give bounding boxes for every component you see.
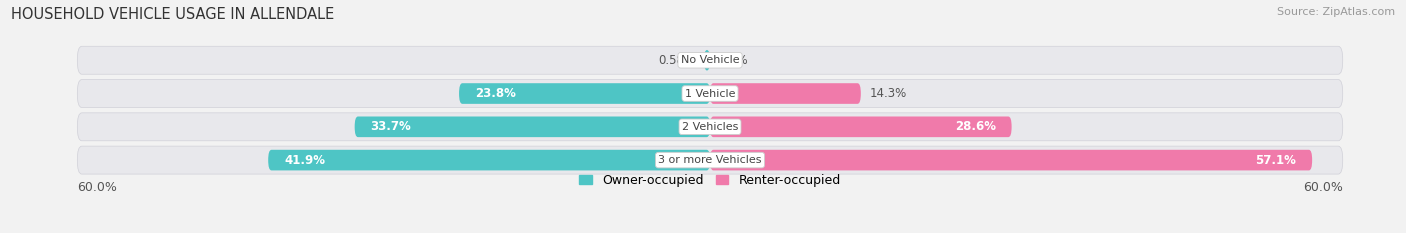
Text: 3 or more Vehicles: 3 or more Vehicles	[658, 155, 762, 165]
Text: 23.8%: 23.8%	[475, 87, 516, 100]
Text: 60.0%: 60.0%	[77, 181, 117, 194]
Text: 1 Vehicle: 1 Vehicle	[685, 89, 735, 99]
FancyBboxPatch shape	[710, 150, 1312, 170]
Text: 2 Vehicles: 2 Vehicles	[682, 122, 738, 132]
FancyBboxPatch shape	[704, 50, 710, 71]
FancyBboxPatch shape	[710, 116, 1012, 137]
Text: No Vehicle: No Vehicle	[681, 55, 740, 65]
FancyBboxPatch shape	[77, 113, 1343, 141]
Text: Source: ZipAtlas.com: Source: ZipAtlas.com	[1277, 7, 1395, 17]
FancyBboxPatch shape	[710, 83, 860, 104]
Text: 57.1%: 57.1%	[1256, 154, 1296, 167]
Legend: Owner-occupied, Renter-occupied: Owner-occupied, Renter-occupied	[579, 174, 841, 187]
Text: 14.3%: 14.3%	[869, 87, 907, 100]
FancyBboxPatch shape	[77, 46, 1343, 74]
Text: 0.58%: 0.58%	[658, 54, 696, 67]
FancyBboxPatch shape	[77, 146, 1343, 174]
FancyBboxPatch shape	[269, 150, 710, 170]
FancyBboxPatch shape	[77, 79, 1343, 107]
FancyBboxPatch shape	[460, 83, 710, 104]
Text: 60.0%: 60.0%	[1303, 181, 1343, 194]
Text: 33.7%: 33.7%	[371, 120, 411, 133]
FancyBboxPatch shape	[354, 116, 710, 137]
Text: 41.9%: 41.9%	[284, 154, 325, 167]
Text: 0.0%: 0.0%	[718, 54, 748, 67]
Text: HOUSEHOLD VEHICLE USAGE IN ALLENDALE: HOUSEHOLD VEHICLE USAGE IN ALLENDALE	[11, 7, 335, 22]
Text: 28.6%: 28.6%	[955, 120, 995, 133]
